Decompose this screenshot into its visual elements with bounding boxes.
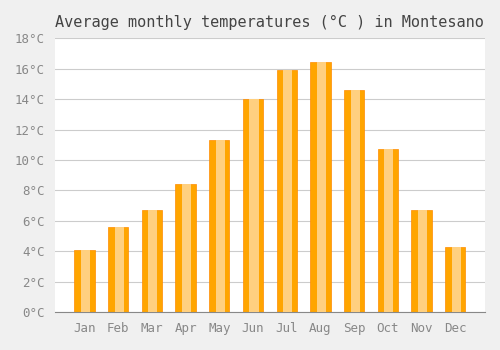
Bar xyxy=(418,210,427,312)
Bar xyxy=(445,247,466,312)
Bar xyxy=(384,149,394,312)
Bar xyxy=(74,250,94,312)
Bar xyxy=(250,99,258,312)
Bar xyxy=(209,140,230,312)
Title: Average monthly temperatures (°C ) in Montesano: Average monthly temperatures (°C ) in Mo… xyxy=(56,15,484,30)
Bar xyxy=(378,149,398,312)
Bar xyxy=(114,227,124,312)
Bar xyxy=(412,210,432,312)
Bar xyxy=(81,250,90,312)
Bar xyxy=(216,140,225,312)
Bar xyxy=(148,210,158,312)
Bar xyxy=(283,70,292,312)
Bar xyxy=(108,227,128,312)
Bar xyxy=(452,247,461,312)
Bar xyxy=(350,90,360,312)
Bar xyxy=(344,90,364,312)
Bar xyxy=(317,63,326,312)
Bar xyxy=(310,63,330,312)
Bar xyxy=(276,70,297,312)
Bar xyxy=(182,184,191,312)
Bar xyxy=(142,210,162,312)
Bar xyxy=(176,184,196,312)
Bar xyxy=(243,99,263,312)
